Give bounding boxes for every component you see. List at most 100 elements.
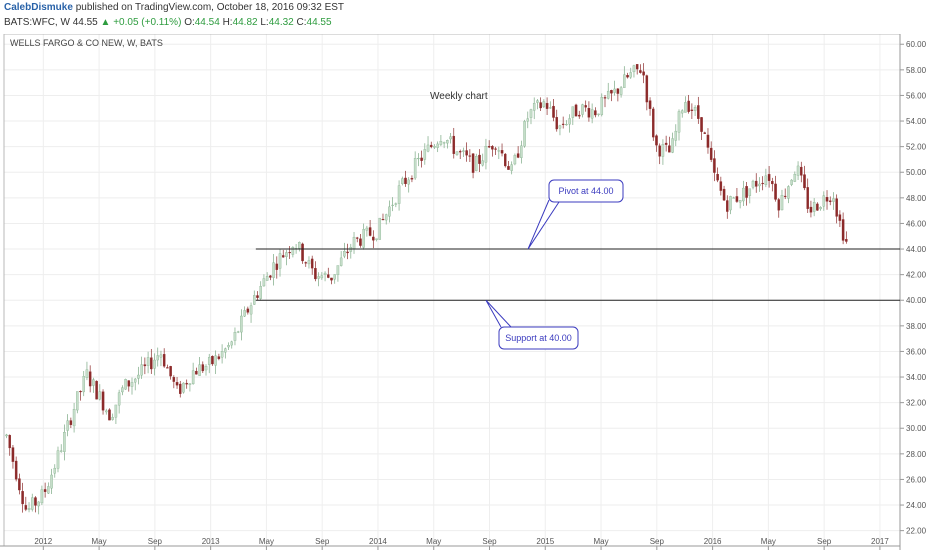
price-tick-label: 44.00 bbox=[906, 245, 927, 254]
candle-body bbox=[590, 109, 594, 119]
candle-body bbox=[156, 355, 159, 361]
candle-body bbox=[635, 64, 639, 70]
candle-body bbox=[655, 135, 658, 146]
candle-body bbox=[401, 178, 404, 184]
price-tick-label: 40.00 bbox=[906, 296, 927, 305]
candle-body bbox=[417, 157, 420, 160]
candle-body bbox=[449, 136, 452, 140]
candle-body bbox=[169, 366, 172, 377]
candle-body bbox=[79, 390, 82, 393]
candle-body bbox=[668, 145, 671, 153]
candle-body bbox=[571, 106, 575, 118]
time-tick-label: 2017 bbox=[871, 537, 889, 546]
last-price: 44.55 bbox=[72, 17, 98, 28]
support-callout-box[interactable] bbox=[498, 326, 579, 350]
candle-body bbox=[281, 255, 285, 258]
candle-body bbox=[738, 199, 742, 203]
candle-body bbox=[182, 382, 185, 393]
candle-body bbox=[150, 357, 153, 370]
pivot-callout-box[interactable] bbox=[548, 179, 624, 203]
price-chart[interactable]: 22.00 24.00 26.00 28.00 30.00 32.00 34.00 36.00… bbox=[0, 34, 932, 550]
candle-body bbox=[372, 236, 375, 241]
author-link[interactable]: CalebDismuke bbox=[4, 2, 73, 13]
candle-body bbox=[812, 202, 816, 212]
candle-body bbox=[298, 242, 301, 249]
time-tick-label: May bbox=[259, 537, 274, 546]
candle-body bbox=[574, 104, 578, 117]
price-axis: 22.00 24.00 26.00 28.00 30.00 32.00 34.00 36.00… bbox=[900, 40, 927, 536]
candle-body bbox=[446, 140, 449, 144]
candle-body bbox=[43, 489, 47, 492]
candle-body bbox=[796, 165, 800, 176]
weekly-chart-label: Weekly chart bbox=[430, 91, 488, 102]
candle-body bbox=[735, 196, 739, 202]
candle-body bbox=[339, 257, 343, 266]
price-tick-label: 26.00 bbox=[906, 475, 927, 484]
price-tick-label: 54.00 bbox=[906, 117, 927, 126]
horizontal-lines: Pivot at 44.00 Support at 40.00 bbox=[255, 179, 900, 350]
candle-body bbox=[162, 354, 166, 367]
candle-body bbox=[703, 132, 707, 134]
candle-body bbox=[754, 180, 758, 187]
candle-body bbox=[816, 203, 819, 211]
candle-body bbox=[310, 258, 314, 269]
high-value: 44.82 bbox=[232, 17, 258, 28]
candle-body bbox=[159, 354, 163, 358]
candle-body bbox=[76, 391, 79, 411]
price-tick-label: 22.00 bbox=[906, 527, 927, 536]
chart-header: CalebDismuke published on TradingView.co… bbox=[0, 0, 932, 34]
candle-body bbox=[95, 380, 98, 400]
candle-body bbox=[439, 141, 443, 145]
candle-body bbox=[105, 410, 108, 413]
candle-body bbox=[587, 108, 591, 118]
symbol-description: WELLS FARGO & CO NEW, W, BATS bbox=[10, 38, 163, 48]
candle-body bbox=[764, 175, 768, 185]
candle-body bbox=[716, 173, 719, 181]
candle-body bbox=[828, 200, 832, 203]
candle-body bbox=[5, 434, 8, 437]
candle-body bbox=[211, 356, 214, 365]
candle-body bbox=[774, 183, 777, 200]
candle-body bbox=[336, 265, 340, 275]
published-text: published on TradingView.com, October 18… bbox=[75, 2, 345, 13]
support-callout-pointer bbox=[485, 299, 512, 328]
candle-body bbox=[114, 404, 118, 418]
candle-body bbox=[127, 380, 131, 387]
candle-body bbox=[243, 310, 246, 317]
candle-body bbox=[481, 160, 484, 166]
candle-body bbox=[375, 238, 378, 240]
candle-body bbox=[18, 478, 21, 491]
candle-body bbox=[108, 409, 111, 421]
candle-body bbox=[780, 195, 784, 211]
candle-body bbox=[748, 188, 752, 196]
candle-body bbox=[475, 156, 478, 171]
candle-body bbox=[8, 434, 11, 449]
price-tick-label: 60.00 bbox=[906, 40, 927, 49]
candle-body bbox=[664, 142, 668, 145]
candle-body bbox=[513, 155, 517, 165]
candle-body bbox=[124, 379, 127, 390]
candle-body bbox=[542, 101, 546, 107]
grid bbox=[4, 34, 900, 546]
candle-body bbox=[175, 382, 179, 386]
candle-body bbox=[819, 207, 822, 210]
candle-body bbox=[491, 146, 494, 150]
candle-body bbox=[529, 109, 533, 118]
publish-line: CalebDismuke published on TradingView.co… bbox=[4, 2, 344, 13]
candle-body bbox=[558, 125, 562, 129]
candle-body bbox=[504, 153, 507, 167]
candle-body bbox=[423, 149, 427, 160]
candle-body bbox=[365, 227, 369, 231]
candle-body bbox=[526, 118, 530, 122]
candle-body bbox=[195, 370, 198, 375]
high-label: H: bbox=[222, 17, 233, 28]
candle-body bbox=[272, 262, 275, 278]
candle-body bbox=[240, 315, 243, 333]
candle-body bbox=[285, 252, 288, 257]
candle-body bbox=[40, 489, 44, 504]
candle-body bbox=[687, 100, 690, 112]
price-tick-label: 46.00 bbox=[906, 219, 927, 228]
candle-body bbox=[301, 243, 304, 262]
candle-body bbox=[690, 109, 694, 111]
candle-body bbox=[207, 357, 211, 365]
